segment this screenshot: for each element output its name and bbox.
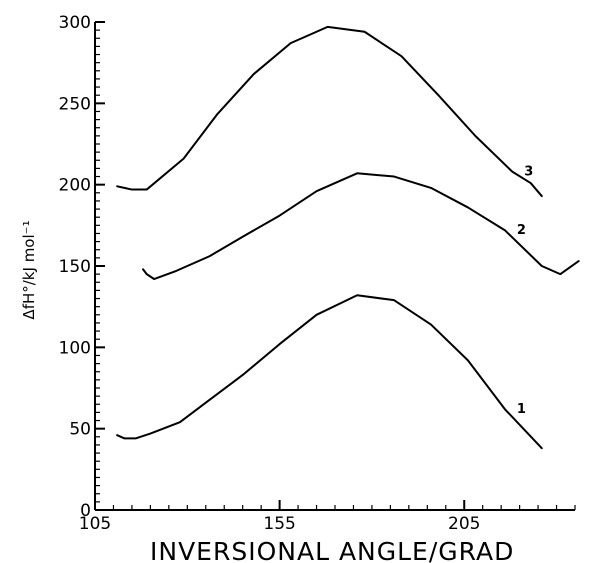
- series-group: [116, 25, 580, 450]
- series-labels: 1 2 3: [517, 165, 533, 417]
- series-line-2: [142, 172, 580, 281]
- y-tick-label: 0: [80, 501, 91, 521]
- y-tick-label: 200: [59, 176, 91, 196]
- y-tick-label: 100: [59, 338, 91, 358]
- x-tick-label: 205: [448, 514, 480, 534]
- series-label-3: 3: [524, 165, 533, 180]
- series-label-1: 1: [517, 402, 526, 417]
- tick-labels: 0 50 100 150 200 250 300 105 155 205: [59, 13, 481, 534]
- y-tick-label: 300: [59, 13, 91, 33]
- ticks: [94, 21, 576, 511]
- x-tick-label: 155: [263, 514, 295, 534]
- x-tick-label: 105: [79, 514, 111, 534]
- y-axis-title: ΔfH°/kJ mol⁻¹: [20, 220, 38, 319]
- axes: 0 50 100 150 200 250 300 105 155 205: [59, 13, 576, 534]
- y-tick-label: 50: [69, 420, 91, 440]
- x-axis-title: INVERSIONAL ANGLE/GRAD: [150, 537, 514, 563]
- series-line-1: [116, 294, 543, 450]
- y-tick-label: 150: [59, 257, 91, 277]
- y-tick-label: 250: [59, 94, 91, 114]
- series-label-2: 2: [517, 223, 526, 238]
- series-line-3: [116, 25, 543, 198]
